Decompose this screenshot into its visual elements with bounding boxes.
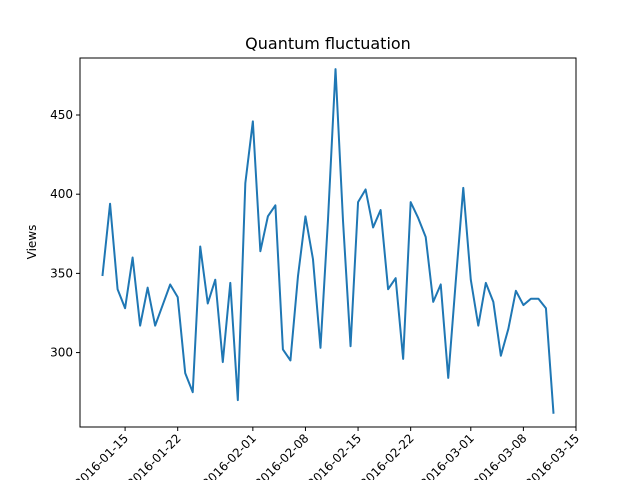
y-axis: 300 350 400 450 <box>50 108 80 360</box>
x-tick-label: 2016-02-01 <box>200 431 259 480</box>
y-tick-label: 300 <box>50 346 73 360</box>
x-tick-label: 2016-02-22 <box>358 431 417 480</box>
y-tick-label: 450 <box>50 108 73 122</box>
y-tick-label: 350 <box>50 266 73 280</box>
x-tick-label: 2016-01-15 <box>72 431 131 480</box>
x-tick-label: 2016-01-22 <box>125 431 184 480</box>
x-tick-label: 2016-02-08 <box>252 431 311 480</box>
y-tick-label: 400 <box>50 187 73 201</box>
plot-frame <box>79 57 577 428</box>
chart-title: Quantum fluctuation <box>245 34 411 53</box>
y-axis-label: Views <box>25 225 39 260</box>
x-tick-label: 2016-03-15 <box>523 431 582 480</box>
series-line <box>101 68 555 414</box>
x-tick-label: 2016-03-08 <box>470 431 529 480</box>
plot-area <box>80 58 576 427</box>
x-tick-label: 2016-03-01 <box>418 431 477 480</box>
x-tick-label: 2016-02-15 <box>305 431 364 480</box>
